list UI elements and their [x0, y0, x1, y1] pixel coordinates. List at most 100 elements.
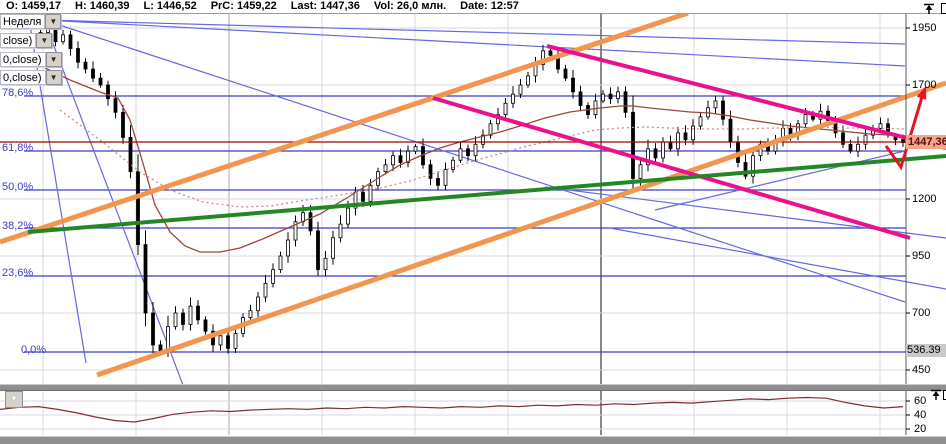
oscillator-scroll-latest-icon[interactable]: [929, 389, 945, 401]
orange-channel-lower: [96, 80, 946, 378]
candle-body: [83, 61, 88, 70]
oscillator-tick-label: 40: [914, 409, 927, 421]
candle-body: [428, 164, 433, 179]
fan-1: [43, 19, 906, 45]
candle-body: [526, 75, 530, 86]
timeframe-dropdown-button[interactable]: ▼: [45, 14, 62, 29]
candle-body: [188, 305, 193, 325]
candle-body: [856, 143, 860, 152]
blue-asc-support: [654, 150, 906, 211]
candle-body: [106, 84, 110, 100]
candle-body: [646, 148, 650, 166]
candle-body: [256, 296, 260, 312]
price-tick-label: 700: [912, 307, 931, 319]
indicator-dropdown-button[interactable]: ▼: [45, 70, 62, 85]
candle-body: [331, 237, 335, 259]
ohlc-field: Vol: 26,0 млн.: [373, 0, 447, 12]
candle-body: [571, 77, 575, 93]
oscillator-line: [0, 396, 904, 423]
indicator-dropdown-button[interactable]: ▼: [36, 33, 53, 48]
candle-body: [121, 111, 125, 138]
panel-splitter[interactable]: [0, 384, 946, 391]
candle-body: [226, 335, 230, 349]
candle-body: [616, 91, 620, 100]
fan-3: [43, 19, 906, 303]
candle-body: [541, 50, 545, 65]
candle-body: [683, 132, 688, 141]
candle-body: [728, 118, 733, 143]
candle-body: [601, 93, 605, 102]
candle-body: [406, 150, 410, 163]
candle-body: [631, 111, 635, 179]
candle-body: [691, 125, 695, 141]
candle-body: [181, 312, 185, 325]
indicator-legend-label: 0,close): [0, 70, 46, 85]
ohlc-field: Date: 12:57: [460, 0, 519, 12]
candle-body: [848, 143, 853, 152]
oscillator-collapse-button[interactable]: ▼: [5, 391, 23, 408]
candle-body: [338, 223, 343, 239]
oscillator-tick-label: 20: [914, 423, 927, 435]
candle-body: [751, 155, 755, 177]
candle-body: [91, 68, 95, 79]
candle-body: [713, 100, 718, 109]
candle-body: [878, 123, 883, 129]
candle-body: [286, 239, 290, 257]
candle-body: [901, 139, 905, 144]
candle-body: [608, 93, 613, 100]
price-tick-label: 1700: [912, 79, 937, 91]
candle-body: [398, 155, 403, 163]
candle-body: [233, 333, 238, 349]
indicator-legend-label: close): [0, 33, 37, 48]
horizontal-scrollbar[interactable]: [0, 436, 946, 444]
candle-body: [721, 100, 725, 120]
indicator-dropdown-button[interactable]: ▼: [45, 51, 62, 67]
candle-body: [113, 98, 118, 113]
candle-body: [323, 257, 328, 271]
candle-body: [218, 335, 223, 346]
candle-body: [676, 132, 680, 150]
oscillator-window-button-partial[interactable]: [943, 390, 946, 400]
blue-desc-2: [609, 227, 946, 290]
window-button-partial[interactable]: [941, 3, 946, 14]
candle-body: [841, 132, 845, 145]
candle-body: [668, 141, 673, 150]
candle-body: [661, 141, 665, 159]
candle-body: [383, 164, 388, 173]
fib-level-label: 38,2%: [2, 220, 34, 232]
candle-body: [196, 305, 200, 321]
ohlc-field: PrC: 1459,22: [210, 0, 277, 12]
candle-body: [458, 148, 463, 161]
candle-body: [98, 77, 103, 86]
candle-body: [271, 269, 275, 284]
candle-body: [361, 191, 365, 202]
candle-body: [316, 230, 320, 271]
fib-level-label: 61,8%: [2, 142, 34, 154]
candle-body: [263, 282, 268, 298]
candle-body: [308, 212, 313, 232]
scroll-latest-icon[interactable]: [922, 3, 938, 15]
fan-2: [43, 19, 906, 67]
fib-level-label: 0,0%: [21, 344, 47, 356]
ohlc-field: O: 1459,17: [6, 0, 62, 12]
forecast-arrow: [884, 96, 924, 171]
candle-body: [548, 50, 553, 56]
candle-body: [511, 93, 515, 104]
indicator-legend-item: 0,close) ▼: [0, 70, 62, 85]
indicator-legend-label: 0,close): [0, 51, 46, 67]
candle-body: [863, 134, 868, 145]
ohlc-field: Last: 1447,36: [290, 0, 360, 12]
fib-level-label: 23,6%: [2, 267, 34, 279]
candle-body: [128, 137, 133, 173]
candle-body: [481, 134, 485, 145]
price-tick-label: 950: [912, 250, 931, 262]
fib-base-badge: 536.39: [906, 344, 946, 357]
candle-body: [346, 207, 350, 225]
candle-body: [248, 310, 253, 318]
candle-body: [743, 162, 748, 177]
candle-body: [203, 319, 208, 332]
candle-body: [136, 171, 140, 245]
candle-body: [473, 143, 478, 157]
indicator-legend-item: 0,close) ▼: [0, 51, 62, 67]
